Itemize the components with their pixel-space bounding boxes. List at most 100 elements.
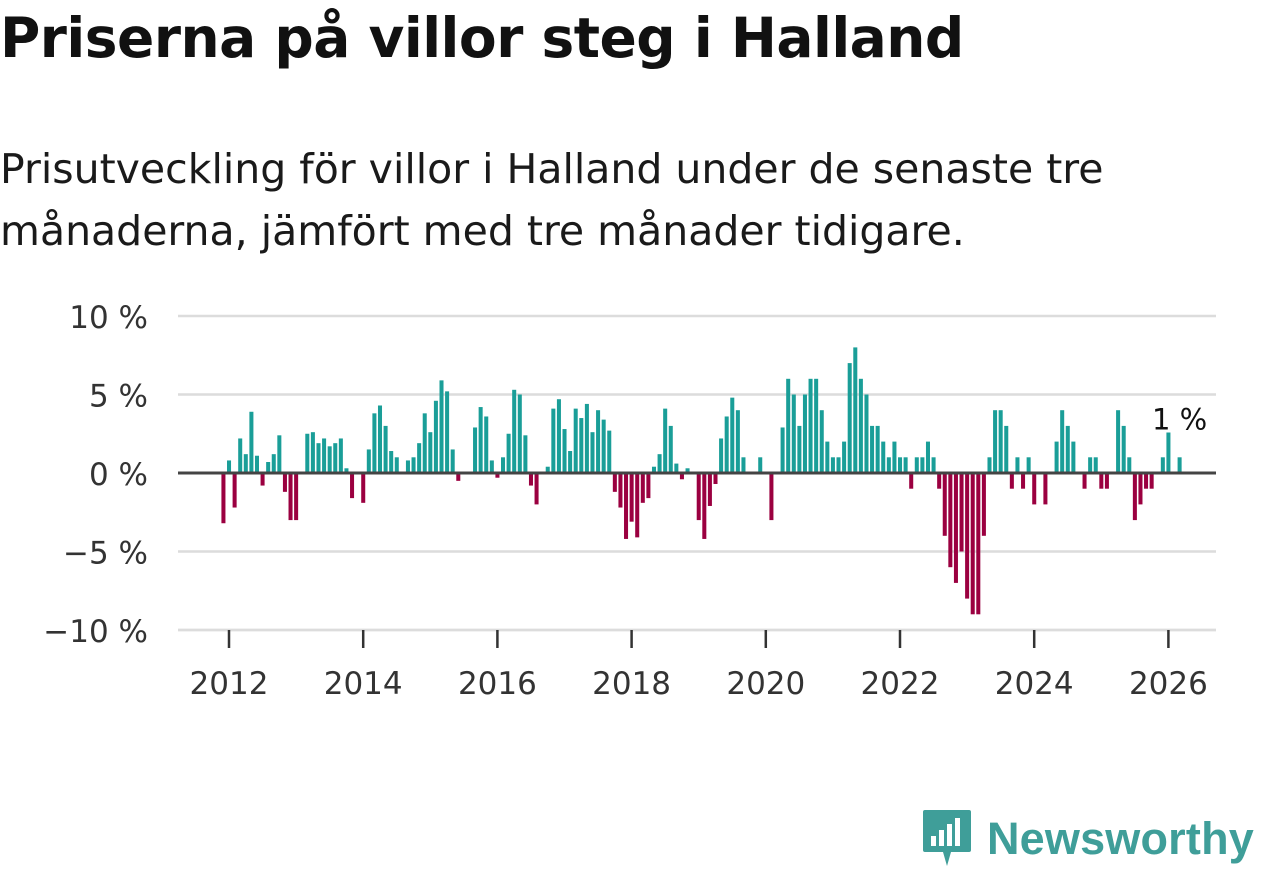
bar	[858, 378, 863, 473]
newsworthy-chart-icon	[922, 810, 971, 866]
bar	[976, 473, 981, 615]
chart-subtitle: Prisutveckling för villor i Halland unde…	[0, 145, 1104, 255]
bar	[987, 457, 992, 473]
bar	[981, 473, 986, 536]
bar	[791, 394, 796, 473]
bar	[735, 410, 740, 473]
bar	[590, 432, 595, 473]
bar	[1104, 473, 1109, 489]
bar	[702, 473, 707, 539]
bar	[1082, 473, 1087, 489]
bar	[327, 446, 332, 473]
bar	[635, 473, 640, 538]
bar	[730, 397, 735, 473]
bar	[1015, 457, 1020, 473]
bar	[1026, 457, 1031, 473]
bar	[1071, 441, 1076, 473]
bar	[562, 429, 567, 473]
bar	[830, 457, 835, 473]
bar	[953, 473, 958, 583]
bar	[707, 473, 712, 506]
bar	[663, 408, 668, 473]
bar	[294, 473, 299, 521]
bar	[584, 403, 589, 473]
bar	[786, 378, 791, 473]
bar	[769, 473, 774, 521]
bar	[316, 443, 321, 473]
bar	[948, 473, 953, 568]
bar	[506, 433, 511, 473]
bar	[344, 468, 349, 473]
bar	[517, 394, 522, 473]
bar	[836, 457, 841, 473]
x-tick-label: 2024	[995, 666, 1074, 702]
x-tick-label: 2020	[726, 666, 805, 702]
bar	[405, 460, 410, 473]
bar	[411, 457, 416, 473]
bar	[1060, 410, 1065, 473]
bar	[227, 460, 232, 473]
bar	[965, 473, 970, 599]
bar	[624, 473, 629, 539]
bar	[310, 432, 315, 473]
bar	[640, 473, 645, 503]
chart-title: Priserna på villor steg i Halland	[0, 6, 964, 70]
bar	[864, 394, 869, 473]
bar	[238, 438, 243, 473]
x-tick-label: 2014	[324, 666, 403, 702]
bar	[232, 473, 237, 508]
bar	[842, 441, 847, 473]
bar	[579, 418, 584, 473]
bar	[1021, 473, 1026, 489]
bar	[428, 432, 433, 473]
bar	[1065, 425, 1070, 473]
bar	[512, 389, 517, 473]
bar	[612, 473, 617, 492]
bar	[484, 416, 489, 473]
bar	[573, 408, 578, 473]
bar	[1177, 457, 1182, 473]
bar	[696, 473, 701, 521]
bar	[271, 454, 276, 473]
bar	[596, 410, 601, 473]
bar	[534, 473, 539, 505]
bar	[825, 441, 830, 473]
bar	[277, 435, 282, 473]
bar	[925, 441, 930, 473]
y-tick-label: −10 %	[43, 614, 148, 650]
y-tick-label: 0 %	[89, 457, 148, 493]
bar	[394, 457, 399, 473]
x-tick-label: 2022	[861, 666, 940, 702]
bar	[1121, 425, 1126, 473]
bar	[1166, 430, 1171, 473]
bar	[377, 405, 383, 473]
bar	[657, 454, 662, 473]
bar	[249, 411, 254, 473]
bar	[1009, 473, 1014, 489]
bar	[741, 457, 746, 473]
bar	[847, 363, 852, 473]
bar	[870, 425, 875, 473]
bar	[651, 466, 657, 473]
bar	[523, 435, 528, 473]
bar	[685, 468, 690, 473]
bar	[607, 430, 612, 473]
bar	[439, 380, 444, 473]
bar	[1004, 425, 1009, 473]
bar	[489, 460, 494, 473]
bar	[668, 425, 673, 473]
bar	[372, 413, 377, 473]
axes	[178, 471, 1216, 648]
bar	[495, 473, 500, 478]
bar	[937, 473, 942, 489]
bar	[433, 400, 438, 473]
bar	[724, 416, 729, 473]
bar	[909, 473, 914, 489]
bar	[808, 378, 813, 473]
bar	[618, 473, 623, 508]
bar	[1099, 473, 1104, 489]
x-tick-label: 2012	[190, 666, 269, 702]
bar	[556, 399, 561, 473]
bar	[333, 443, 338, 473]
bar	[914, 457, 919, 473]
